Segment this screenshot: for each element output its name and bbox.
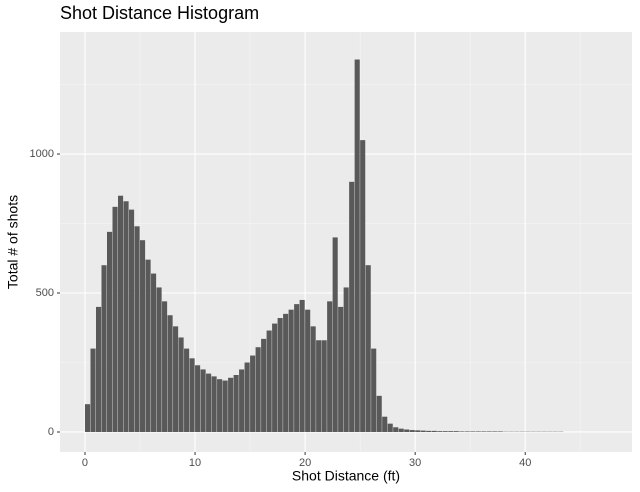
bar [442,431,448,432]
bar [349,181,355,432]
bar [156,287,162,432]
bar [266,330,272,432]
bar [332,237,338,432]
bar [200,369,206,432]
bar [206,373,212,432]
bar [112,206,118,432]
bar [250,355,256,432]
bar [84,404,91,432]
bar [184,348,190,432]
bar [101,265,107,432]
bar [140,240,146,432]
bar [393,427,399,432]
x-tick-label: 40 [519,457,531,469]
y-tick-label: 500 [36,287,54,299]
bar [167,315,173,432]
bar [283,313,289,432]
x-axis-label: Shot Distance (ft) [292,468,400,484]
x-tick-label: 10 [189,457,201,469]
bar [233,375,239,432]
bar [95,306,102,432]
bar [162,301,168,432]
chart-title: Shot Distance Histogram [60,3,259,23]
bar [129,209,135,432]
bar [437,431,443,432]
bar [382,416,388,432]
bar [398,428,404,432]
bar [321,340,327,432]
bar [470,431,476,432]
bar [134,226,140,432]
bar [261,338,267,432]
bar [486,431,492,432]
bar [211,376,217,432]
bar [354,59,360,432]
y-tick-label: 0 [48,426,54,438]
bar [371,348,377,432]
bar [239,369,245,432]
bar [123,201,129,432]
bar [453,431,459,432]
bar [338,306,344,432]
bar [277,318,283,432]
bar [415,430,421,432]
bar [431,430,437,432]
bar [288,309,294,432]
bar [272,323,278,432]
bar [492,431,498,432]
bar [459,431,465,432]
bar [195,365,201,432]
bar [90,348,96,432]
bar [228,377,234,432]
bar [294,304,300,432]
bar [481,431,487,432]
bar [173,326,179,432]
x-tick-label: 0 [82,457,88,469]
bar [497,431,503,432]
y-tick-label: 1000 [30,148,54,160]
bar [464,431,470,432]
bar [106,231,113,432]
bar [151,273,157,432]
bar [118,195,124,432]
bar [327,301,333,432]
bar [387,423,393,432]
bar [316,340,322,432]
bar [343,287,349,432]
bar [145,259,151,432]
bar [310,326,316,432]
x-tick-label: 20 [299,457,311,469]
bar [376,395,382,432]
bar [365,265,371,432]
bar [420,430,426,432]
y-axis-label: Total # of shots [5,195,21,289]
bar [255,347,261,432]
bar [244,362,250,432]
bar [426,430,432,432]
bar [299,299,305,432]
bar [178,337,184,432]
bar [475,431,481,432]
bar [217,379,223,432]
bar [222,380,228,432]
bar [409,430,415,432]
x-tick-label: 30 [409,457,421,469]
bar [305,309,311,432]
bar [360,140,366,432]
bar [189,358,195,432]
bar [404,429,410,432]
bar [448,431,454,432]
